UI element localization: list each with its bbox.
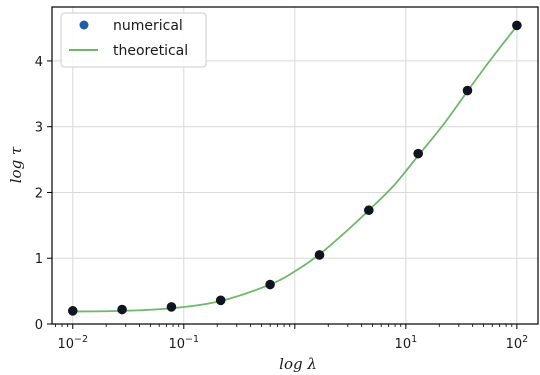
- numerical-point: [364, 205, 374, 216]
- numerical-point: [413, 148, 423, 159]
- numerical-series: [67, 20, 522, 316]
- legend-label-theoretical: theoretical: [113, 43, 188, 59]
- numerical-point: [314, 250, 325, 260]
- legend: numerical theoretical: [60, 12, 207, 68]
- x-tick-label: 10−1: [169, 334, 200, 352]
- x-tick-label: 101: [395, 334, 418, 352]
- numerical-point: [166, 302, 177, 312]
- y-tick-label: 4: [35, 55, 43, 70]
- numerical-point: [117, 304, 127, 315]
- theoretical-line: [72, 25, 518, 313]
- y-axis-label: log τ: [7, 146, 25, 183]
- y-tick-label: 1: [35, 252, 43, 267]
- x-tick-label: 102: [506, 334, 529, 352]
- numerical-point: [215, 295, 226, 306]
- legend-frame: [60, 12, 207, 68]
- legend-label-numerical: numerical: [113, 18, 183, 34]
- numerical-point: [67, 306, 78, 316]
- y-tick-label: 0: [35, 318, 43, 333]
- numerical-point: [462, 85, 473, 96]
- y-tick-label: 2: [35, 186, 43, 201]
- numerical-point: [265, 279, 275, 290]
- legend-marker-numerical: [79, 20, 89, 30]
- numerical-point: [512, 20, 522, 31]
- theoretical-series: [72, 25, 518, 313]
- y-tick-label: 3: [35, 121, 43, 136]
- axis-ticks: 10−2 10−1 101 102 0 1 2 3 4: [35, 55, 528, 352]
- x-tick-label: 10−2: [57, 334, 88, 352]
- x-axis-label: log λ: [279, 355, 317, 373]
